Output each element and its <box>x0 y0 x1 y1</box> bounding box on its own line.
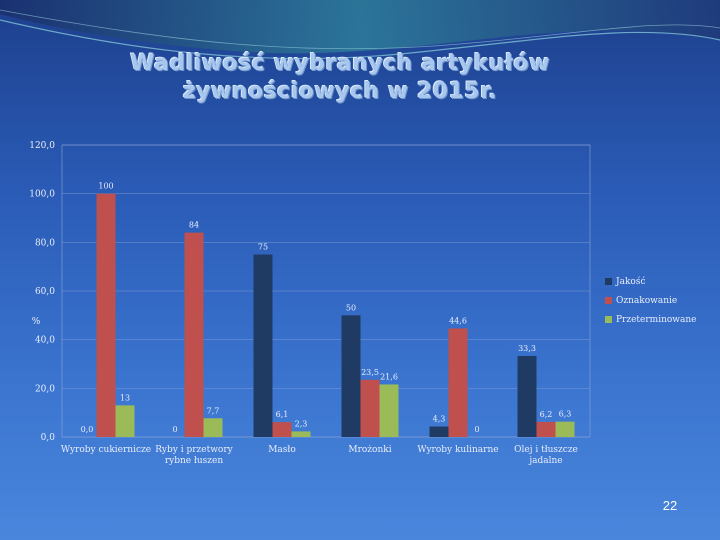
data-label: 2,3 <box>295 419 308 428</box>
bar-przeterminowane <box>555 421 575 437</box>
bar-przeterminowane <box>379 384 399 437</box>
x-category-label: Mrożonki <box>348 445 391 455</box>
legend-swatch <box>605 278 612 285</box>
slide-title-line-1: Wadliwość wybranych artykułów <box>130 51 550 76</box>
data-label: 6,2 <box>540 410 553 419</box>
bar-przeterminowane <box>203 418 223 437</box>
bar-oznakowanie <box>360 379 380 437</box>
bar-oznakowanie <box>536 421 556 437</box>
data-label: 84 <box>189 221 199 230</box>
x-category-label: Ryby i przetwory <box>155 445 233 455</box>
legend-label: Przeterminowane <box>616 315 697 325</box>
bar-jako <box>517 355 537 437</box>
data-label: 0 <box>474 425 479 434</box>
legend-swatch <box>605 297 612 304</box>
data-label: 44,6 <box>449 316 467 325</box>
bar-jako <box>341 315 361 437</box>
data-label: 6,1 <box>276 410 289 419</box>
data-label: 13 <box>120 393 130 402</box>
y-tick-label: 20,0 <box>35 384 55 394</box>
x-category-label: Olej i tłuszcze <box>514 445 578 455</box>
y-tick-label: 80,0 <box>35 238 55 248</box>
bar-oznakowanie <box>448 328 468 437</box>
bar-oznakowanie <box>184 232 204 437</box>
legend-swatch <box>605 316 612 323</box>
page-number: 22 <box>662 498 678 513</box>
y-tick-label: 0,0 <box>41 433 56 443</box>
data-label: 4,3 <box>433 415 446 424</box>
bar-oznakowanie <box>272 422 292 437</box>
x-category-label: rybne łuszen <box>165 456 224 466</box>
data-label: 6,3 <box>559 410 572 419</box>
decorative-swoosh <box>0 0 720 60</box>
bar-przeterminowane <box>115 405 135 437</box>
data-label: 23,5 <box>361 368 379 377</box>
y-tick-label: 100,0 <box>29 190 55 200</box>
slide-title: Wadliwość wybranych artykułów żywnościow… <box>60 50 620 106</box>
y-tick-label: 40,0 <box>35 336 55 346</box>
data-label: 7,7 <box>207 406 220 415</box>
data-label: 0 <box>172 425 177 434</box>
data-label: 21,6 <box>380 372 398 381</box>
legend-label: Jakość <box>615 276 646 287</box>
x-category-label: Wyroby kulinarne <box>417 445 498 455</box>
x-category-label: jadalne <box>528 456 562 466</box>
data-label: 100 <box>98 182 113 191</box>
data-label: 33,3 <box>518 344 536 353</box>
bar-oznakowanie <box>96 193 116 437</box>
legend-label: Oznakowanie <box>616 296 677 306</box>
bar-przeterminowane <box>291 431 311 437</box>
y-axis-label: % <box>32 317 41 327</box>
data-label: 0,0 <box>81 425 94 434</box>
x-category-label: Masło <box>268 445 296 455</box>
bar-jako <box>253 254 273 437</box>
y-tick-label: 120,0 <box>29 141 55 151</box>
data-label: 75 <box>258 243 268 252</box>
data-label: 50 <box>346 303 356 312</box>
bar-jako <box>429 426 449 437</box>
slide-title-line-2: żywnościowych w 2015r. <box>182 79 498 104</box>
x-category-label: Wyroby cukiernicze <box>61 445 151 455</box>
y-tick-label: 60,0 <box>35 287 55 297</box>
